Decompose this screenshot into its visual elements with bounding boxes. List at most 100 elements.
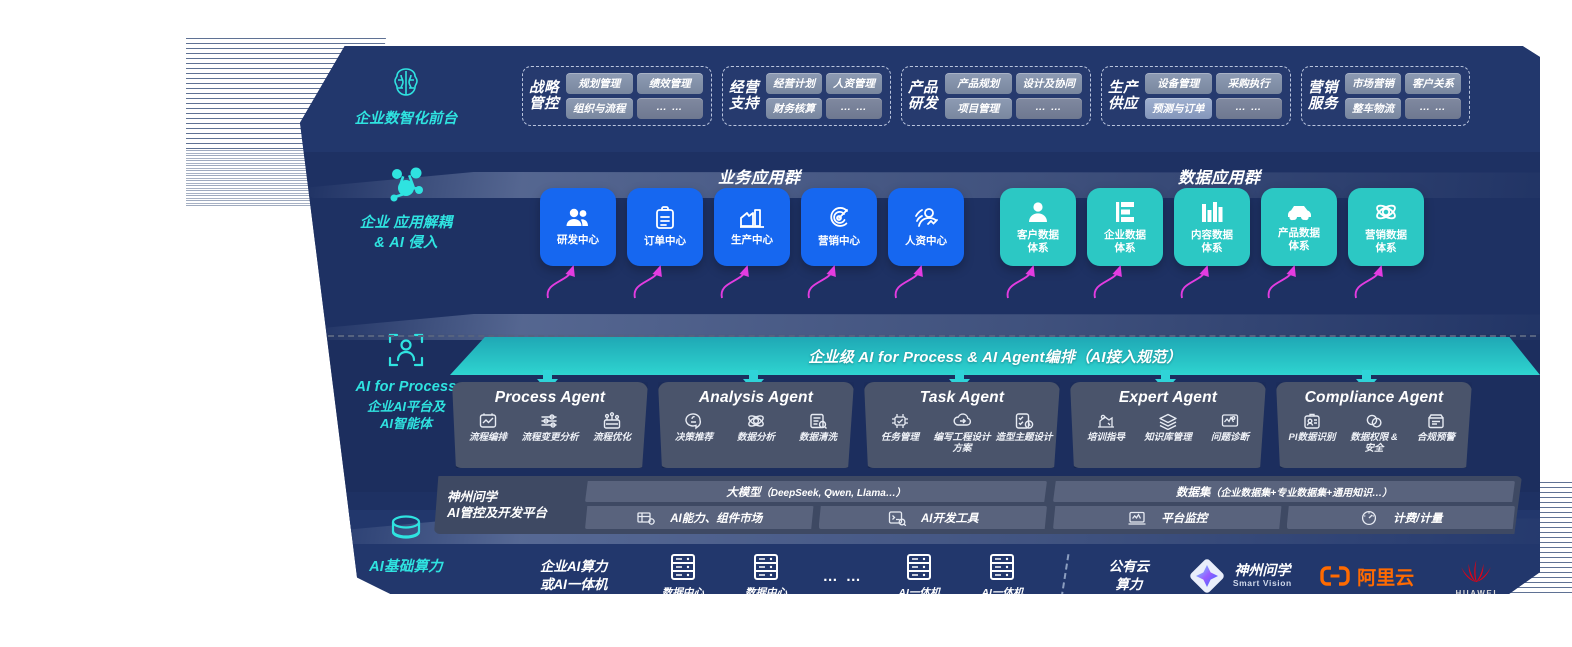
capability-label: 数据权限 & 安全 <box>1350 432 1398 454</box>
agent-card-task[interactable]: Task Agent 任务管理 <box>864 382 1060 468</box>
agent-capability[interactable]: 数据分析 <box>726 412 786 444</box>
cloud-flow-icon <box>953 413 972 426</box>
capability-label: 编写工程设计方案 <box>933 432 991 454</box>
app-card-marketing[interactable]: 营销中心 <box>801 188 877 266</box>
agent-capability[interactable]: 数据权限 & 安全 <box>1344 412 1404 455</box>
app-card-hr[interactable]: 人资中心 <box>888 188 964 266</box>
rail-front-office: 企业数智化前台 <box>308 64 504 130</box>
capability-label: 数据清洗 <box>798 432 837 443</box>
agent-capability[interactable]: 决策推荐 <box>664 412 724 444</box>
infra-node-1[interactable]: 数据中心 <box>724 551 807 600</box>
agent-card-compliance[interactable]: Compliance Agent PI数据识别 数据权限 & 安全 <box>1276 382 1472 468</box>
agent-card-process[interactable]: Process Agent 流程编排 流程变更分 <box>452 382 648 468</box>
agent-capability[interactable]: 数据清洗 <box>788 412 848 444</box>
alert-inbox-icon <box>1428 414 1444 429</box>
agent-capability[interactable]: 任务管理 <box>870 412 930 455</box>
app-card-product-data[interactable]: 产品数据 体系 <box>1261 188 1337 266</box>
agent-capability[interactable]: 培训指导 <box>1076 412 1136 444</box>
agent-capability[interactable]: 问题诊断 <box>1200 412 1260 444</box>
band-strategy <box>300 46 1540 152</box>
strategy-chip[interactable]: 绩效管理 <box>636 73 703 94</box>
strategy-chip-more[interactable]: … … <box>636 98 703 119</box>
strategy-chip-more[interactable]: … … <box>1405 98 1461 119</box>
layers-icon <box>1159 413 1177 430</box>
vendor-huawei[interactable]: HUAWEI <box>1427 555 1526 598</box>
strategy-chip[interactable]: 经营计划 <box>766 73 822 94</box>
enterprise-compute-text: 企业AI算力 或AI一体机 <box>539 559 608 592</box>
vendor-name: HUAWEI <box>1455 588 1498 598</box>
infra-node-0[interactable]: 数据中心 <box>641 551 724 594</box>
app-card-customer-data[interactable]: 客户数据 体系 <box>1000 188 1076 266</box>
app-card-content-data[interactable]: 内容数据 体系 <box>1174 188 1250 266</box>
strategy-chip[interactable]: 规划管理 <box>566 73 633 94</box>
strategy-chip-more[interactable]: … … <box>1015 98 1082 119</box>
strategy-group-2[interactable]: 产品 研发 产品规划 设计及协同 项目管理 … … <box>901 66 1091 126</box>
card-label: 企业数据 体系 <box>1104 228 1146 254</box>
app-card-enterprise-data[interactable]: 企业数据 体系 <box>1087 188 1163 266</box>
strategy-chip[interactable]: 财务核算 <box>766 98 822 119</box>
strategy-chip[interactable]: 组织与流程 <box>566 98 633 119</box>
agent-capability[interactable]: 流程编排 <box>458 412 518 444</box>
group-title: 战略 管控 <box>529 79 559 112</box>
group-title: 营销 服务 <box>1308 79 1338 112</box>
dataset-bar[interactable]: 数据集 （企业数据集+专业数据集+通用知识…） <box>1053 481 1515 502</box>
strategy-chip[interactable]: 产品规划 <box>945 73 1012 94</box>
agent-capability[interactable]: 合规预警 <box>1406 412 1466 455</box>
vendor-aliyun[interactable]: 阿里云 <box>1308 563 1427 590</box>
strategy-group-3[interactable]: 生产 供应 设备管理 采购执行 预测与订单 … … <box>1101 66 1291 126</box>
smartvision-logo <box>1190 559 1224 593</box>
platform-monitor-tile[interactable]: 平台监控 <box>1053 506 1282 529</box>
strategy-chip[interactable]: 客户关系 <box>1405 73 1461 94</box>
infra-node-4[interactable]: AI一体机 <box>961 551 1044 594</box>
agent-card-analysis[interactable]: Analysis Agent 决策推荐 <box>658 382 854 468</box>
agent-capability[interactable]: 流程变更分析 <box>520 412 580 444</box>
strategy-groups-row: 战略 管控 规划管理 绩效管理 组织与流程 … … 经营 支持 经营计划 人资管… <box>522 66 1517 126</box>
diagnose-icon <box>1221 414 1239 427</box>
agent-capability[interactable]: PI数据识别 <box>1282 412 1342 455</box>
node-label: 数据中心 <box>744 587 787 600</box>
infra-node-3[interactable]: AI一体机 <box>878 551 961 594</box>
app-card-rd[interactable]: 研发中心 <box>540 188 616 266</box>
app-card-marketing-data[interactable]: 营销数据 体系 <box>1348 188 1424 266</box>
strategy-chip[interactable]: 市场营销 <box>1345 73 1401 94</box>
vendor-smartvision[interactable]: 神州问学 Smart Vision <box>1172 557 1307 594</box>
monitor-icon <box>1128 511 1146 525</box>
ai-capability-market-tile[interactable]: AI能力、组件市场 <box>585 506 814 529</box>
strategy-chip[interactable]: 整车物流 <box>1345 98 1401 119</box>
strategy-chip[interactable]: 采购执行 <box>1215 73 1282 94</box>
agent-capability[interactable]: 编写工程设计方案 <box>932 412 992 455</box>
clean-data-icon <box>810 413 827 429</box>
strategy-group-4[interactable]: 营销 服务 市场营销 客户关系 整车物流 … … <box>1301 66 1470 126</box>
strategy-chip-more[interactable]: … … <box>1215 98 1282 119</box>
strategy-chip[interactable]: 人资管理 <box>826 73 882 94</box>
agent-title: Process Agent <box>494 389 606 406</box>
agent-capability[interactable]: 造型主题设计 <box>994 412 1054 455</box>
ai-devtool-tile[interactable]: AI开发工具 <box>818 506 1047 529</box>
agent-capability[interactable]: 知识库管理 <box>1138 412 1198 444</box>
building-icon <box>1116 201 1134 222</box>
strategy-chip-more[interactable]: … … <box>826 98 882 119</box>
agent-capability[interactable]: 流程优化 <box>582 412 642 444</box>
app-card-order[interactable]: 订单中心 <box>627 188 703 266</box>
large-model-bar[interactable]: 大模型 （DeepSeek, Qwen, Llama…） <box>585 481 1047 502</box>
bars-icon <box>1202 201 1223 222</box>
strategy-chip[interactable]: 设计及协同 <box>1015 73 1082 94</box>
agent-card-expert[interactable]: Expert Agent 培训指导 知识库管理 <box>1070 382 1266 468</box>
capability-label: 决策推荐 <box>674 432 713 443</box>
strategy-group-0[interactable]: 战略 管控 规划管理 绩效管理 组织与流程 … … <box>522 66 712 126</box>
app-card-production[interactable]: 生产中心 <box>714 188 790 266</box>
strategy-group-1[interactable]: 经营 支持 经营计划 人资管理 财务核算 … … <box>722 66 891 126</box>
strategy-chip[interactable]: 设备管理 <box>1145 73 1212 94</box>
card-label: 产品数据 体系 <box>1278 226 1320 252</box>
rail-sublabel: 企业AI平台及 AI智能体 <box>366 398 445 432</box>
platform-data-column: 数据集 （企业数据集+专业数据集+通用知识…） 平台监控 <box>1053 481 1515 529</box>
billing-metering-tile[interactable]: 计费/计量 <box>1286 506 1515 529</box>
data-apps-title: 数据应用群 <box>1178 170 1261 187</box>
tile-label: AI能力、组件市场 <box>670 512 763 525</box>
vendor-name: 阿里云 <box>1357 567 1415 589</box>
capability-label: 培训指导 <box>1086 432 1125 443</box>
strategy-chip[interactable]: 项目管理 <box>945 98 1012 119</box>
strategy-chip[interactable]: 预测与订单 <box>1145 98 1212 119</box>
rail-label: 企业数智化前台 <box>354 111 458 127</box>
